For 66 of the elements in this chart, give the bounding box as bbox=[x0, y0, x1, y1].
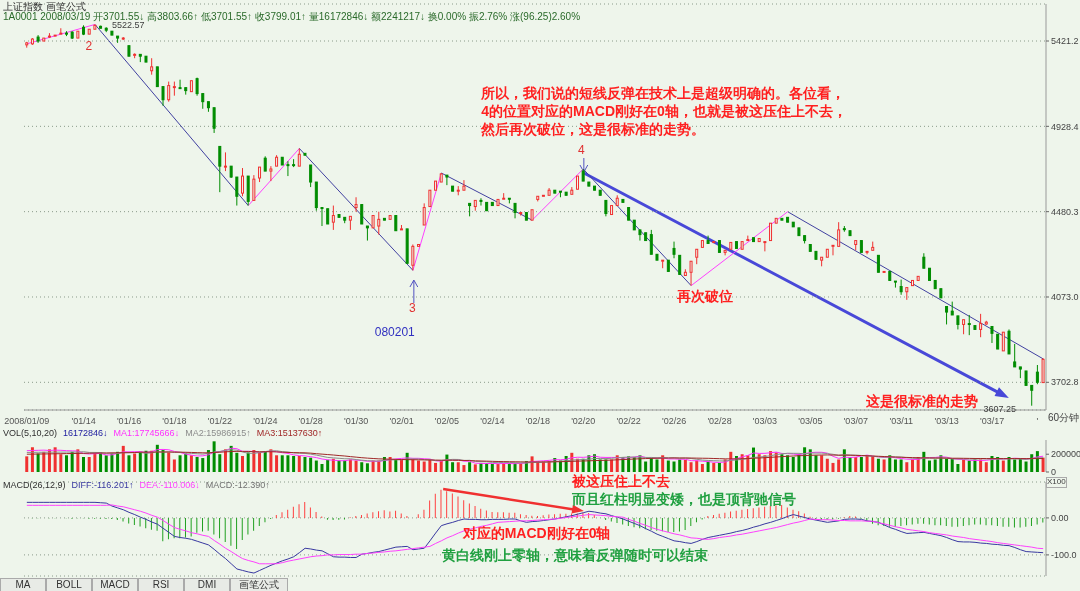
annotation: 所以，我们说的短线反弹在技术上是超级明确的。各位看， bbox=[481, 85, 846, 102]
x-tick-label: '01/18 bbox=[162, 416, 187, 427]
chart-title: VOL(5,10,20) bbox=[3, 428, 58, 438]
annotation: 3 bbox=[408, 301, 416, 316]
text: MACD bbox=[92, 578, 138, 591]
x-tick-label: '03/07 bbox=[843, 416, 868, 427]
y-tick-label: 4928.4 bbox=[1051, 121, 1079, 132]
annotation: 2 bbox=[85, 39, 93, 54]
annotation: 4 bbox=[577, 143, 585, 158]
y-tick-label: 3702.8 bbox=[1051, 377, 1079, 388]
text: RSI bbox=[138, 578, 184, 591]
text: BOLL bbox=[46, 578, 92, 591]
x-tick-label: '01/14 bbox=[71, 416, 96, 427]
x-tick-label: '02/01 bbox=[389, 416, 414, 427]
y-tick-label: 0 bbox=[1051, 467, 1057, 478]
annotation: 被这压住上不去 bbox=[572, 473, 671, 490]
annotation: 而且红柱明显变矮，也是顶背驰信号 bbox=[572, 491, 797, 508]
y-tick-label: -100.0 bbox=[1051, 550, 1077, 561]
text: 16172846↓ bbox=[63, 428, 108, 438]
annotation: 对应的MACD刚好在0轴 bbox=[462, 525, 611, 542]
annotation: 这是很标准的走势 bbox=[866, 393, 979, 410]
series-label: MA2:15986915↑ bbox=[185, 428, 251, 438]
text: X100 bbox=[1046, 477, 1067, 488]
x-tick-label: '01/16 bbox=[116, 416, 142, 427]
y-tick-label: 5421.2 bbox=[1051, 36, 1079, 47]
x-tick-label: '02/05 bbox=[434, 416, 460, 427]
x-tick-label: '03/17 bbox=[979, 416, 1005, 427]
x-tick-label: ' bbox=[1036, 416, 1039, 427]
y-tick-label: 4480.3 bbox=[1051, 206, 1079, 217]
y-tick-label: 4073.0 bbox=[1051, 292, 1079, 303]
x-tick-label: '01/28 bbox=[298, 416, 323, 427]
y-tick-label: 0.00 bbox=[1051, 513, 1069, 524]
x-tick-label: '01/24 bbox=[253, 416, 278, 427]
annotation: 080201 bbox=[374, 325, 415, 340]
x-tick-label: '02/26 bbox=[661, 416, 687, 427]
x-axis-title: 60分钟 bbox=[1048, 411, 1080, 425]
x-tick-label: '01/30 bbox=[344, 416, 369, 427]
x-tick-label: '03/05 bbox=[798, 416, 823, 427]
text: DMI bbox=[184, 578, 230, 591]
annotation: MACD:-12.390↑ bbox=[205, 480, 270, 490]
x-tick-label: '01/22 bbox=[207, 416, 233, 427]
text: MA bbox=[0, 578, 46, 591]
x-tick-label: 2008/01/09 bbox=[4, 416, 50, 427]
x-tick-label: '03/13 bbox=[934, 416, 959, 427]
text: DEA:-110.006↓ bbox=[139, 480, 200, 490]
chart-title: MACD(26,12,9) bbox=[3, 480, 66, 490]
series-label: DIFF:-116.201↑ bbox=[71, 480, 134, 490]
x-tick-label: '03/11 bbox=[889, 416, 914, 427]
text: 画笔公式 bbox=[230, 578, 288, 591]
series-label: MA3:15137630↑ bbox=[256, 428, 323, 438]
annotation: 然后再次破位，这是很标准的走势。 bbox=[481, 121, 706, 138]
annotation: 再次破位 bbox=[676, 288, 733, 305]
annotation: 4的位置对应的MACD刚好在0轴，也就是被这压住上不去， bbox=[481, 103, 847, 120]
x-tick-label: '03/03 bbox=[752, 416, 778, 427]
x-tick-label: '02/22 bbox=[616, 416, 641, 427]
annotation: 3607.25 bbox=[983, 404, 1016, 415]
x-tick-label: '02/28 bbox=[707, 416, 732, 427]
text: 1A0001 2008/03/19 开3701.55↓ 高3803.66↑ 低3701.55↑ 收3799.01↑ 量16172846↓ 额2241217↓ 换0.00% 振2.76% 涨(96.25)2.60% bbox=[3, 11, 581, 22]
x-tick-label: '02/14 bbox=[480, 416, 505, 427]
y-tick-label: 200000 bbox=[1051, 449, 1080, 460]
x-tick-label: '02/20 bbox=[571, 416, 596, 427]
series-label: MA1:17745666↓ bbox=[113, 428, 180, 438]
annotation: 5522.57 bbox=[111, 20, 145, 31]
x-tick-label: '02/18 bbox=[525, 416, 550, 427]
annotation: 黄白线刚上零轴，意味着反弹随时可以结束 bbox=[442, 547, 709, 564]
chart-title: 上证指数 画笔公式 bbox=[3, 0, 86, 13]
